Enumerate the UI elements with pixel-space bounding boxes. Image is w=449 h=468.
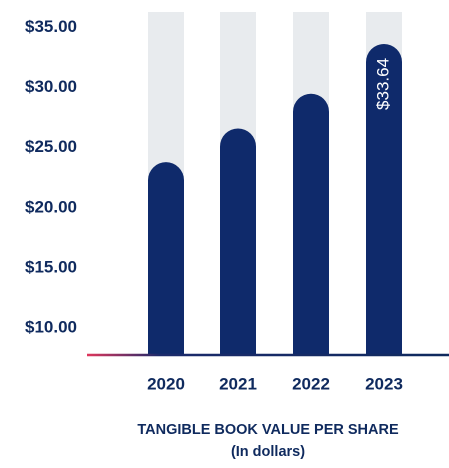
y-tick-label: $30.00 (25, 77, 77, 96)
x-tick-label: 2022 (292, 374, 330, 393)
bar (148, 162, 184, 355)
bar (293, 93, 329, 355)
bar (366, 43, 402, 355)
y-tick-label: $15.00 (25, 257, 77, 276)
x-axis (87, 353, 449, 357)
x-tick-label: 2020 (147, 374, 185, 393)
chart-subtitle: (In dollars) (231, 444, 305, 460)
y-tick-label: $10.00 (25, 317, 77, 336)
x-tick-label: 2023 (365, 374, 403, 393)
bar (220, 128, 256, 355)
value-label: $33.64 (373, 58, 392, 110)
y-tick-label: $20.00 (25, 197, 77, 216)
x-tick-label: 2021 (219, 374, 257, 393)
chart-title: TANGIBLE BOOK VALUE PER SHARE (137, 422, 399, 438)
y-tick-label: $35.00 (25, 17, 77, 36)
y-tick-label: $25.00 (25, 137, 77, 156)
